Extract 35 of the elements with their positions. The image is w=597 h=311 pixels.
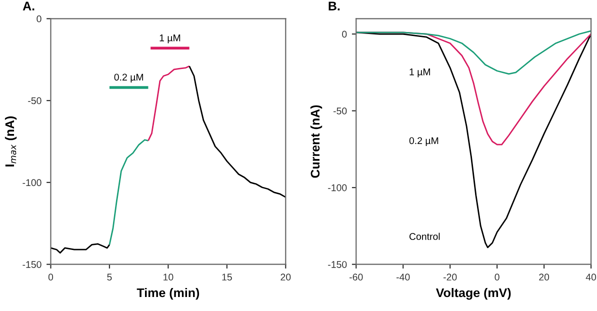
line-series bbox=[148, 65, 190, 142]
line-series bbox=[356, 32, 592, 248]
y-tick-label: -50 bbox=[333, 108, 347, 114]
y-axis-title: I$_{max}$ (nA) bbox=[4, 116, 17, 166]
y-tick-label: 0 bbox=[342, 30, 347, 38]
y-tick-label: -50 bbox=[28, 97, 42, 104]
line-series bbox=[108, 139, 149, 246]
y-tick-label: -150 bbox=[22, 261, 42, 268]
annotation: Control bbox=[409, 232, 440, 240]
y-tick-label: -100 bbox=[22, 179, 42, 186]
x-tick-label: -40 bbox=[396, 274, 410, 281]
series-label: 0.2 µM bbox=[114, 74, 144, 83]
x-tick-label: 0 bbox=[494, 274, 500, 281]
x-tick-label: 5 bbox=[107, 274, 112, 281]
x-tick-label: -60 bbox=[350, 274, 363, 281]
y-tick-label: -150 bbox=[328, 261, 347, 268]
x-tick-label: 40 bbox=[586, 274, 596, 281]
y-axis-title: Current (nA) bbox=[310, 105, 322, 178]
annotation: 1 µM bbox=[410, 68, 430, 78]
x-tick-label: 0 bbox=[48, 274, 54, 281]
x-axis-title: Voltage (mV) bbox=[436, 288, 511, 300]
x-tick-label: 20 bbox=[539, 274, 550, 281]
line-series bbox=[188, 65, 286, 198]
x-axis-title: Time (min) bbox=[136, 288, 200, 300]
y-tick-label: -100 bbox=[328, 184, 347, 192]
x-tick-label: 10 bbox=[164, 274, 174, 281]
annotation: 0.2 µM bbox=[409, 137, 438, 146]
series-label: 1 µM bbox=[160, 34, 180, 44]
x-tick-label: 20 bbox=[280, 274, 291, 281]
x-tick-label: 15 bbox=[222, 274, 232, 281]
y-tick-label: 0 bbox=[36, 15, 42, 22]
chart-title: B. bbox=[328, 2, 340, 10]
chart-title: A. bbox=[22, 2, 34, 10]
x-tick-label: -20 bbox=[443, 274, 457, 281]
line-series bbox=[50, 243, 110, 254]
